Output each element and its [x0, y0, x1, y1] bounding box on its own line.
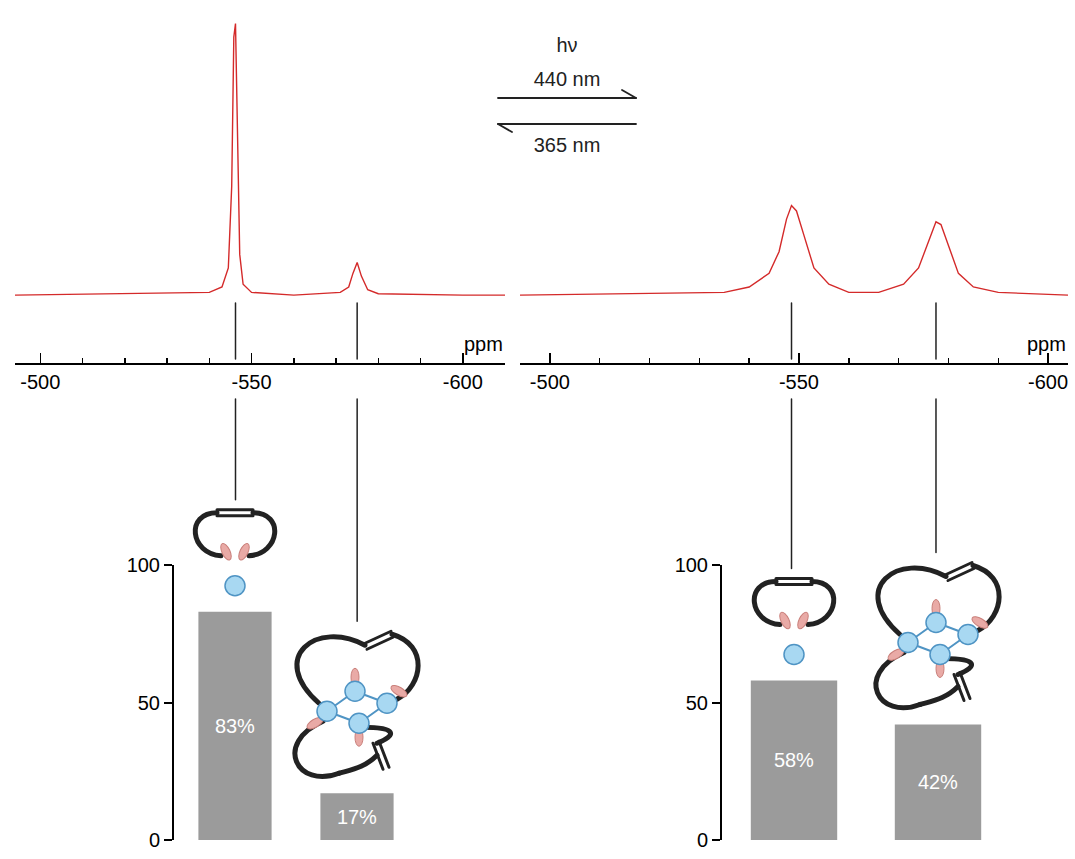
- svg-text:-550: -550: [779, 371, 819, 393]
- svg-text:-600: -600: [443, 371, 483, 393]
- svg-text:17%: 17%: [337, 806, 377, 828]
- svg-text:-600: -600: [1028, 371, 1068, 393]
- svg-text:440 nm: 440 nm: [534, 68, 601, 90]
- svg-text:365 nm: 365 nm: [534, 134, 601, 156]
- svg-text:42%: 42%: [918, 771, 958, 793]
- svg-text:-500: -500: [530, 371, 570, 393]
- svg-text:83%: 83%: [215, 715, 255, 737]
- svg-text:50: 50: [138, 692, 160, 714]
- svg-text:-550: -550: [232, 371, 272, 393]
- svg-text:100: 100: [675, 554, 708, 576]
- svg-text:ppm: ppm: [464, 333, 503, 355]
- svg-text:-500: -500: [20, 371, 60, 393]
- svg-text:100: 100: [127, 554, 160, 576]
- svg-text:58%: 58%: [774, 749, 814, 771]
- svg-text:ppm: ppm: [1027, 333, 1066, 355]
- svg-text:0: 0: [697, 829, 708, 851]
- svg-text:0: 0: [149, 829, 160, 851]
- svg-text:50: 50: [686, 692, 708, 714]
- svg-text:hν: hν: [556, 34, 577, 56]
